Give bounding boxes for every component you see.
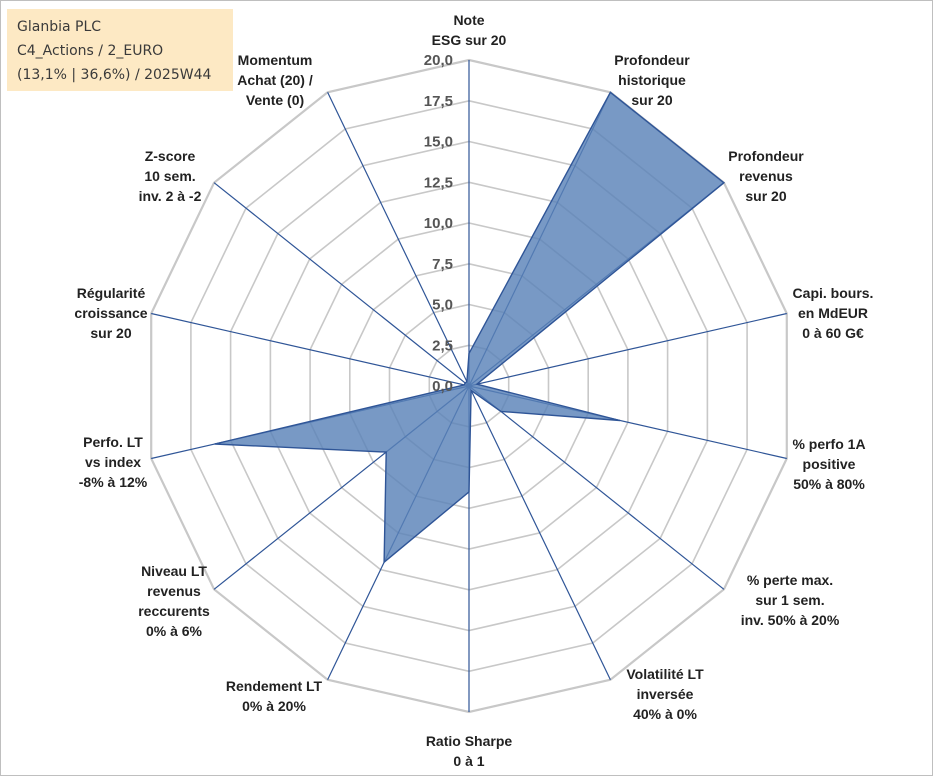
axis-label: Momentum (238, 52, 313, 68)
axis-label: 0% à 20% (242, 698, 306, 714)
r-tick-label: 17,5 (424, 93, 453, 110)
axis-label: -8% à 12% (79, 474, 148, 490)
axis-label: Capi. bours. (793, 285, 874, 301)
axis-label: inv. 50% à 20% (741, 612, 840, 628)
axis-label: 40% à 0% (633, 706, 697, 722)
axis-label-group: Niveau LT revenus reccurents 0% à 6% (138, 563, 210, 639)
axis-label-group: Ratio Sharpe 0 à 1 (426, 733, 513, 769)
axis-spoke (468, 385, 611, 680)
axis-label: Z-score (145, 148, 196, 164)
axis-label: positive (803, 456, 856, 472)
axis-label: Perfo. LT (83, 434, 143, 450)
axis-label: Profondeur (728, 148, 804, 164)
axis-label: reccurents (138, 603, 210, 619)
axis-label-group: Rendement LT 0% à 20% (226, 678, 323, 714)
r-tick-label: 0,0 (432, 378, 453, 395)
axis-label-group: % perfo 1A positive 50% à 80% (792, 436, 865, 492)
axis-label: Rendement LT (226, 678, 323, 694)
axis-label-group: % perte max. sur 1 sem. inv. 50% à 20% (741, 572, 840, 628)
axis-label: Achat (20) / (237, 72, 313, 88)
r-tick-label: 20,0 (424, 52, 453, 69)
axis-label-group: Perfo. LT vs index -8% à 12% (79, 434, 148, 490)
axis-label: 0 à 60 G€ (802, 325, 864, 341)
r-tick-label: 2,5 (432, 337, 453, 354)
axis-label-group: Régularité croissance sur 20 (74, 285, 147, 341)
axis-label-group: Z-score 10 sem. inv. 2 à -2 (139, 148, 202, 204)
axis-label-group: Profondeur revenus sur 20 (728, 148, 804, 204)
series-area (214, 91, 726, 564)
axis-label: 0 à 1 (453, 753, 484, 769)
company-name: Glanbia PLC (17, 19, 102, 35)
axis-label: 50% à 80% (793, 476, 865, 492)
r-tick-label: 12,5 (424, 174, 453, 191)
axis-label: croissance (74, 305, 147, 321)
axis-spoke (151, 312, 470, 387)
title-box: Glanbia PLC C4_Actions / 2_EURO (13,1% |… (7, 9, 233, 91)
r-tick-label: 15,0 (424, 134, 453, 151)
axis-label: historique (618, 72, 686, 88)
axis-label: ESG sur 20 (432, 32, 507, 48)
axis-label-group: Capi. bours. en MdEUR 0 à 60 G€ (793, 285, 874, 341)
axis-label: Régularité (77, 285, 146, 301)
axis-label: Profondeur (614, 52, 690, 68)
axis-label: 0% à 6% (146, 623, 203, 639)
axis-spoke (327, 92, 470, 387)
axis-label: Niveau LT (141, 563, 207, 579)
portfolio-category: C4_Actions / 2_EURO (17, 43, 164, 59)
axis-label: Note (453, 12, 484, 28)
axis-label-group: Profondeur historique sur 20 (614, 52, 690, 108)
axis-label-group: Volatilité LT inversée 40% à 0% (626, 666, 704, 722)
r-tick-label: 7,5 (432, 256, 453, 273)
axis-label: en MdEUR (798, 305, 868, 321)
performance-week: (13,1% | 36,6%) / 2025W44 (17, 67, 212, 83)
axis-label: sur 20 (745, 188, 786, 204)
axis-label-group: Momentum Achat (20) / Vente (0) (237, 52, 313, 108)
axis-label: Vente (0) (246, 92, 304, 108)
axis-label-group: Note ESG sur 20 (432, 12, 507, 48)
axis-spoke (468, 312, 787, 387)
axis-label: Ratio Sharpe (426, 733, 513, 749)
r-tick-label: 5,0 (432, 297, 453, 314)
r-tick-label: 10,0 (424, 215, 453, 232)
axis-label: Volatilité LT (626, 666, 704, 682)
axis-label: 10 sem. (144, 168, 195, 184)
series-layer (214, 91, 726, 564)
label-layer: Note ESG sur 20 Profondeur historique sur 20… (74, 12, 873, 769)
axis-label: % perte max. (747, 572, 833, 588)
axis-spoke (213, 182, 470, 387)
axis-spoke (468, 385, 725, 590)
axis-label: inv. 2 à -2 (139, 188, 202, 204)
axis-label: revenus (147, 583, 201, 599)
axis-label: revenus (739, 168, 793, 184)
tick-layer: 0,0 2,5 5,0 7,5 10,0 12,5 15,0 17,5 20,0 (424, 52, 453, 395)
axis-label: sur 20 (631, 92, 672, 108)
axis-label: sur 20 (90, 325, 131, 341)
axis-label: % perfo 1A (792, 436, 865, 452)
axis-label: inversée (637, 686, 694, 702)
axis-label: sur 1 sem. (755, 592, 824, 608)
axis-label: vs index (85, 454, 141, 470)
